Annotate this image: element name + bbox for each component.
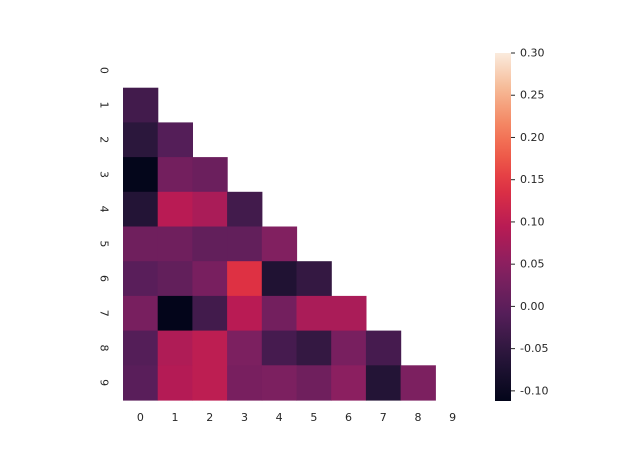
x-tick-label: 5: [310, 411, 317, 424]
heatmap-cell-r3-c2: [192, 157, 228, 193]
colorbar-tick-label: 0.20: [520, 131, 545, 144]
heatmap-cell-r4-c2: [192, 191, 228, 228]
colorbar-ticks: -0.10 -0.05 0.00 0.05 0.10 0.15 0.20 0.25 0.30: [511, 47, 548, 397]
y-tick-label: 1: [98, 102, 111, 109]
heatmap-cell-r9-c7: [365, 365, 402, 401]
colorbar: -0.10 -0.05 0.00 0.05 0.10 0.15 0.20 0.25 0.30: [495, 47, 548, 401]
heatmap-cell-r9-c2: [192, 365, 228, 401]
heatmap-cell-r8-c1: [157, 330, 193, 366]
colorbar-tick-label: -0.10: [520, 384, 548, 397]
heatmap-cell-r6-c0: [123, 261, 159, 297]
heatmap-cell-r8-c2: [192, 330, 228, 366]
x-tick-label: 0: [137, 411, 144, 424]
heatmap-cell-r4-c3: [227, 191, 263, 228]
colorbar-tick-label: -0.05: [520, 342, 548, 355]
colorbar-tick-label: 0.25: [520, 89, 545, 102]
y-tick-label: 2: [98, 136, 111, 143]
y-tick-label: 3: [98, 171, 111, 178]
x-tick-labels: 0 1 2 3 4 5 6 7 8 9: [137, 411, 456, 424]
heatmap-cell-r6-c4: [261, 261, 298, 297]
x-tick-label: 2: [206, 411, 213, 424]
heatmap-cell-r5-c2: [192, 226, 228, 262]
colorbar-tick-label: 0.30: [520, 47, 545, 60]
heatmap-cell-r9-c6: [331, 365, 367, 401]
x-tick-label: 7: [380, 411, 387, 424]
x-tick-label: 8: [414, 411, 421, 424]
heatmap-cell-r6-c5: [296, 261, 332, 297]
heatmap-cell-r2-c0: [123, 122, 159, 158]
heatmap-cell-r5-c4: [261, 226, 298, 262]
colorbar-tick-label: 0.05: [520, 258, 545, 271]
heatmap-cell-r8-c5: [296, 330, 332, 366]
heatmap-cell-r7-c2: [192, 295, 228, 332]
heatmap-cell-r6-c1: [157, 261, 193, 297]
y-tick-label: 7: [98, 310, 111, 317]
heatmap-cell-r9-c1: [157, 365, 193, 401]
colorbar-tick-label: 0.00: [520, 300, 545, 313]
x-tick-label: 3: [241, 411, 248, 424]
heatmap-cell-r3-c0: [123, 157, 159, 193]
heatmap-cell-r4-c1: [157, 191, 193, 228]
y-tick-label: 0: [98, 67, 111, 74]
heatmap-cell-r9-c0: [123, 365, 159, 401]
heatmap-cell-r8-c7: [365, 330, 402, 366]
heatmap-cell-r8-c0: [123, 330, 159, 366]
heatmap-cell-r8-c6: [331, 330, 367, 366]
y-tick-label: 5: [98, 240, 111, 247]
x-tick-label: 9: [449, 411, 456, 424]
y-tick-label: 9: [98, 379, 111, 386]
colorbar-tick-label: 0.10: [520, 215, 545, 228]
heatmap-cell-r9-c5: [296, 365, 332, 401]
colorbar-tick-label: 0.15: [520, 173, 545, 186]
heatmap-cell-r5-c0: [123, 226, 159, 262]
y-tick-label: 8: [98, 344, 111, 351]
heatmap-cell-r3-c1: [157, 157, 193, 193]
colorbar-gradient: [495, 53, 511, 401]
heatmap-cell-r6-c3: [227, 261, 263, 297]
heatmap-cell-r7-c3: [227, 295, 263, 332]
heatmap-cell-r7-c1: [157, 295, 193, 332]
heatmap-cell-r5-c3: [227, 226, 263, 262]
heatmap-cell-r7-c0: [123, 295, 159, 332]
y-tick-labels: 0 1 2 3 4 5 6 7 8 9: [98, 67, 111, 386]
x-tick-label: 6: [345, 411, 352, 424]
y-tick-label: 4: [98, 206, 111, 213]
heatmap-cell-r9-c8: [400, 365, 436, 401]
x-tick-label: 1: [172, 411, 179, 424]
heatmap-cell-r8-c4: [261, 330, 298, 366]
heatmap-cell-r5-c1: [157, 226, 193, 262]
heatmap-cell-r7-c4: [261, 295, 298, 332]
heatmap-cell-r6-c2: [192, 261, 228, 297]
heatmap-cell-r4-c0: [123, 191, 159, 228]
heatmap-cell-r9-c4: [261, 365, 298, 401]
heatmap-cell-r7-c5: [296, 295, 332, 332]
y-tick-label: 6: [98, 275, 111, 282]
heatmap-cell-r1-c0: [123, 87, 159, 123]
heatmap-cell-r9-c3: [227, 365, 263, 401]
heatmap-cell-r8-c3: [227, 330, 263, 366]
heatmap-cells: [123, 87, 436, 401]
heatmap-cell-r7-c6: [331, 295, 367, 332]
x-tick-label: 4: [276, 411, 283, 424]
heatmap-cell-r2-c1: [157, 122, 193, 158]
